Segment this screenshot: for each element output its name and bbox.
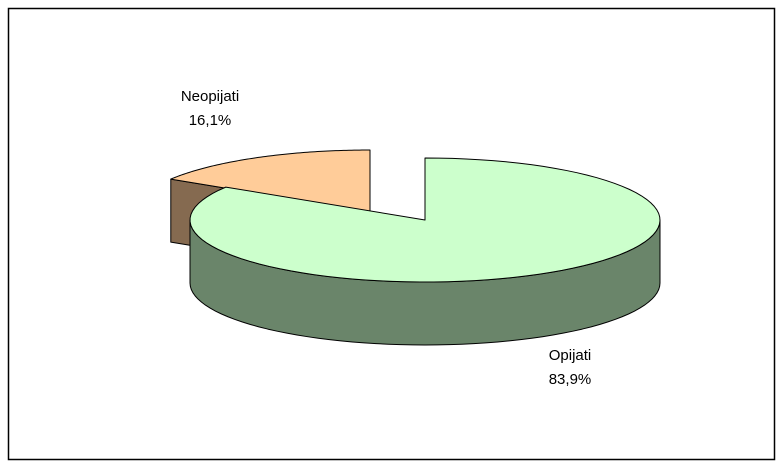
slice-value-label: 16,1% [189,112,232,129]
slice-top [170,149,371,213]
slice-label: Opijati [549,347,592,364]
slice-value-label: 83,9% [549,371,592,388]
pie [170,149,661,346]
slice-label: Neopijati [181,88,239,105]
slice-top [189,157,661,283]
